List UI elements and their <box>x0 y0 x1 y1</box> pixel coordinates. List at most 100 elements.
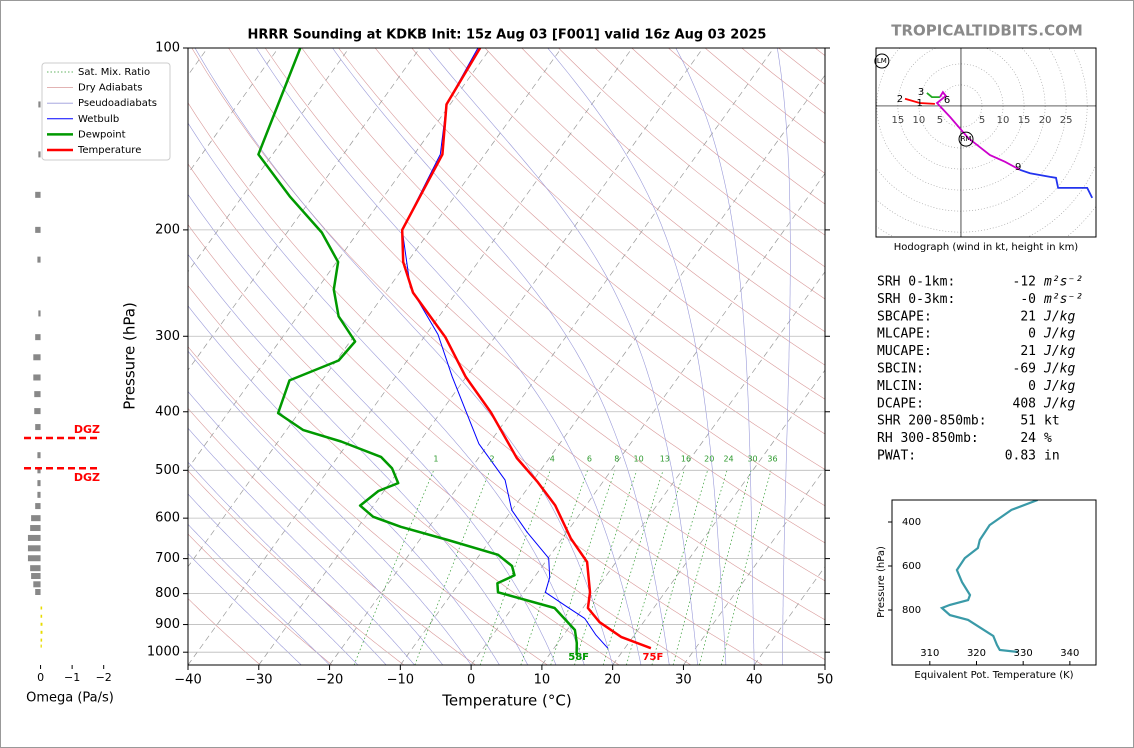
ring-label: 15 <box>892 115 905 126</box>
mixing-ratio-label: 20 <box>704 455 714 464</box>
storm-motion-marker <box>874 53 890 69</box>
mixing-ratio-line <box>721 470 772 665</box>
omega-bar <box>37 480 41 487</box>
mixing-ratio-label: 4 <box>550 455 555 464</box>
ring-label: 25 <box>1060 115 1073 126</box>
pseudoadiabat <box>428 48 698 665</box>
stat-unit: J/kg <box>1043 396 1075 411</box>
stat-label: SRH 0-1km: <box>877 275 955 290</box>
dry-adiabat <box>448 48 825 366</box>
dry-adiabat <box>188 407 476 665</box>
stat-value: 0.83 <box>1005 449 1036 464</box>
height-label: 2 <box>897 94 903 105</box>
y-tick-label: 300 <box>155 329 180 344</box>
dry-adiabat <box>411 48 825 400</box>
omega-bar <box>37 467 41 474</box>
stat-value: 0 <box>1028 379 1036 394</box>
omega-bar <box>40 606 43 610</box>
thetae-plot <box>939 500 1038 654</box>
ring-label: 5 <box>979 115 985 126</box>
dry-adiabat <box>191 48 825 621</box>
thetae-x-label: Equivalent Pot. Temperature (K) <box>914 670 1073 681</box>
omega-axis-label: Omega (Pa/s) <box>26 691 114 706</box>
dry-adiabat <box>338 48 825 470</box>
omega-tick-label: 0 <box>37 671 44 684</box>
legend-label: Dewpoint <box>78 129 126 140</box>
mixing-ratio-line <box>574 470 638 665</box>
stat-unit: J/kg <box>1043 362 1075 377</box>
omega-bar <box>38 151 41 158</box>
x-tick-label: 20 <box>604 673 621 688</box>
stat-label: SHR 200-850mb: <box>877 414 987 429</box>
stat-label: RH 300-850mb: <box>877 431 979 446</box>
mixing-ratio-line <box>414 470 491 665</box>
hodo-trace <box>935 90 1021 171</box>
dry-adiabat <box>521 48 825 300</box>
omega-bar <box>33 581 41 588</box>
stat-unit: J/kg <box>1043 327 1075 342</box>
stat-unit: in <box>1044 449 1060 464</box>
omega-bar <box>27 545 41 552</box>
x-tick-label: −30 <box>245 673 272 688</box>
thetae-x-tick-label: 340 <box>1060 648 1079 659</box>
stat-unit: m²s⁻² <box>1043 292 1083 307</box>
stat-value: -12 <box>1013 275 1036 290</box>
stat-label: MUCAPE: <box>877 344 932 359</box>
skewt-profiles <box>257 48 652 656</box>
isotherm <box>329 48 775 665</box>
dry-adiabat <box>301 48 825 507</box>
y-tick-label: 1000 <box>147 645 180 660</box>
pseudoadiabat <box>188 305 500 665</box>
mixing-ratio-line <box>550 470 616 665</box>
mixing-ratio-line <box>699 470 752 665</box>
y-tick-label: 100 <box>155 41 180 56</box>
pseudoadiabat <box>188 253 528 665</box>
mixing-ratio-label: 2 <box>489 455 494 464</box>
isotherm <box>188 48 279 175</box>
ring-label: 20 <box>1039 115 1052 126</box>
x-tick-label: 0 <box>467 673 475 688</box>
mixing-ratio-line <box>651 470 708 665</box>
stat-value: 21 <box>1020 344 1036 359</box>
omega-bar <box>34 391 41 398</box>
omega-bar <box>35 334 41 341</box>
ring-label: 10 <box>997 115 1010 126</box>
storm-motion-label: RM <box>961 135 972 143</box>
dry-adiabat <box>188 533 333 665</box>
mixing-ratio-label: 6 <box>587 455 592 464</box>
omega-bar <box>35 503 41 510</box>
pseudoadiabat <box>188 493 359 665</box>
pseudoadiabat <box>188 461 387 665</box>
omega-bar <box>31 515 41 522</box>
stat-value: 0 <box>1028 327 1036 342</box>
mixing-ratio-label: 10 <box>634 455 644 464</box>
dry-adiabat <box>374 48 825 435</box>
ring-label: 15 <box>1018 115 1031 126</box>
mixing-ratio-label: 36 <box>767 455 777 464</box>
mixing-ratio-line <box>602 470 664 665</box>
omega-bar <box>40 614 43 618</box>
dry-adiabat <box>264 48 825 544</box>
isotherm <box>188 48 562 568</box>
pseudoadiabat <box>777 48 791 665</box>
mixing-ratio-label: 16 <box>681 455 691 464</box>
omega-bar <box>38 101 41 108</box>
isotherm <box>188 48 421 371</box>
height-label: 6 <box>944 95 950 106</box>
x-tick-label: 50 <box>817 673 834 688</box>
isotherm <box>541 271 825 665</box>
pseudoadiabat <box>188 553 302 665</box>
hodo-trace <box>926 92 940 98</box>
dgz-label: DGZ <box>74 471 100 484</box>
stat-label: SBCIN: <box>877 362 924 377</box>
mixing-ratio-line <box>672 470 728 665</box>
x-tick-label: −40 <box>174 673 201 688</box>
omega-bar <box>27 534 41 541</box>
omega-bar <box>38 310 41 317</box>
stat-unit: J/kg <box>1043 379 1075 394</box>
omega-bar <box>27 555 41 562</box>
omega-bar <box>37 491 41 498</box>
omega-bar <box>31 573 41 580</box>
y-tick-label: 600 <box>155 511 180 526</box>
omega-tick-label: −2 <box>96 671 112 684</box>
